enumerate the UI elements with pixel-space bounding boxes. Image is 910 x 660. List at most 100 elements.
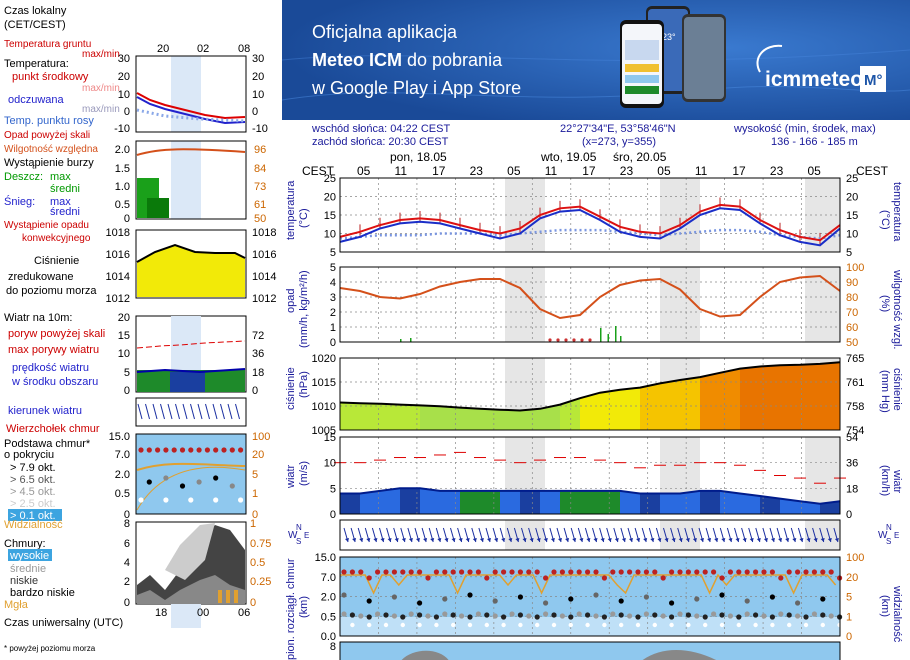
wind-arrow xyxy=(220,403,225,420)
svg-text:10: 10 xyxy=(118,348,130,360)
axis-tick: 70 xyxy=(846,307,858,319)
panel-frame xyxy=(339,641,841,660)
cloud-top-dot xyxy=(442,569,448,575)
svg-text:1016: 1016 xyxy=(252,249,276,261)
banner-svg[interactable]: Oficjalna aplikacja Meteo ICM do pobrani… xyxy=(282,0,910,120)
legend-fog-bar xyxy=(218,590,222,603)
wind-area xyxy=(620,490,640,514)
cloud-top-dot xyxy=(610,569,616,575)
svg-text:N: N xyxy=(296,523,302,532)
svg-text:S: S xyxy=(296,537,301,546)
wind-area xyxy=(780,498,800,514)
cloud-base-dot xyxy=(517,594,523,600)
pressure-area xyxy=(720,368,740,430)
cloud-top-dot xyxy=(146,447,152,453)
cloud-top-dot xyxy=(238,447,244,453)
cloud-top-dot xyxy=(811,569,818,575)
pressure-area xyxy=(480,408,500,430)
cloud-base-dot xyxy=(551,612,557,618)
hour-label: 11 xyxy=(545,164,558,178)
axis-tick: 25 xyxy=(324,173,336,185)
axis-tick: 754 xyxy=(846,425,864,437)
pressure-area xyxy=(640,383,660,430)
legend-pressure-1: Ciśnienie xyxy=(34,255,79,267)
svg-text:wiatr: wiatr xyxy=(285,464,297,489)
cloud-base-dot xyxy=(534,614,540,620)
svg-text:73: 73 xyxy=(254,181,266,193)
wind-area xyxy=(440,490,460,514)
pressure-area xyxy=(380,403,400,430)
axis-tick: 15 xyxy=(846,210,858,222)
wind-arrow-head xyxy=(359,538,364,542)
cloud-base-dot xyxy=(367,622,372,628)
cloud-top-dot xyxy=(627,569,633,575)
wind-arrow-head xyxy=(621,538,626,542)
app-banner[interactable]: Oficjalna aplikacja Meteo ICM do pobrani… xyxy=(282,0,910,120)
cloud-top-dot xyxy=(375,569,381,575)
wind-arrow-head xyxy=(458,538,463,542)
cloud-base-dot xyxy=(417,622,422,628)
banner-line-3: w Google Play i App Store xyxy=(311,78,521,98)
pressure-area xyxy=(500,409,520,430)
legend-pressure-fill xyxy=(137,245,245,297)
cloud-top-dot xyxy=(568,569,574,575)
axis-tick: 5 xyxy=(330,247,336,259)
wind-area xyxy=(660,493,680,514)
cloud-base-dot xyxy=(451,622,456,628)
cloud-cover-area xyxy=(642,650,716,660)
legend-visibility: Widzialność xyxy=(4,519,63,531)
legend-cloud-ticks: 15.0 7.0 2.0 0.5 0 xyxy=(109,431,130,521)
pressure-area xyxy=(580,392,600,430)
legend-footnote: * powyżej poziomu morza xyxy=(4,644,96,653)
legend-mid: średnie xyxy=(10,563,46,575)
wind-arrow-head xyxy=(820,538,825,542)
svg-text:0.75: 0.75 xyxy=(250,538,271,550)
axis-tick: 2.0 xyxy=(321,592,336,604)
cloud-top-dot xyxy=(179,447,186,453)
cloud-base-dot xyxy=(711,611,717,617)
cloud-top-dot xyxy=(383,569,389,575)
cloud-top-dot xyxy=(786,569,792,575)
cloud-base-dot xyxy=(685,612,691,618)
legend-cl-right-ticks: 1 0.75 0.5 0.25 0 xyxy=(250,518,271,609)
wind-arrow-head xyxy=(650,538,655,542)
cloud-base-dot xyxy=(660,613,666,619)
legend-cloud-dots xyxy=(138,447,244,503)
svg-text:1: 1 xyxy=(250,518,256,530)
axis-tick: 1020 xyxy=(312,353,336,365)
wind-arrow-head xyxy=(685,538,690,542)
legend-wind-area: w środku obszaru xyxy=(11,376,98,388)
wind-arrow-head xyxy=(558,538,562,542)
svg-text:10: 10 xyxy=(118,89,130,101)
wind-area xyxy=(720,490,740,514)
legend-conv: Wystąpienie opadu xyxy=(4,220,89,231)
wind-arrow-head xyxy=(394,538,399,542)
cloud-top-dot xyxy=(593,569,599,575)
wind-area xyxy=(360,490,380,514)
cloud-top-dot xyxy=(769,569,775,575)
legend-pressure-3: do poziomu morza xyxy=(6,285,97,297)
wind-arrow-head xyxy=(508,538,513,542)
pressure-area xyxy=(620,387,640,430)
cloud-base-dot xyxy=(568,622,573,628)
legend-tz-hour: 20 xyxy=(157,43,169,55)
wind-area xyxy=(680,490,700,514)
svg-text:20: 20 xyxy=(252,71,264,83)
legend-wind-speed: prędkość wiatru xyxy=(12,362,89,374)
axis-tick: 5 xyxy=(846,247,852,259)
cloud-base-dot xyxy=(450,612,456,618)
wind-arrow xyxy=(137,403,143,420)
cloud-base-dot xyxy=(652,612,658,618)
storm-dot xyxy=(588,338,592,342)
wind-area xyxy=(580,490,600,514)
legend-utc-hour: 00 xyxy=(197,607,209,619)
pressure-area xyxy=(680,377,700,430)
axis-tick: 20 xyxy=(846,572,858,584)
wind-arrow-head xyxy=(416,538,420,542)
cloud-base-dot xyxy=(459,613,465,619)
legend-wind-ticks: 20 15 10 5 0 72 36 18 0 xyxy=(118,312,265,397)
wind-arrow-head xyxy=(593,538,598,542)
coords: 22°27'34"E, 53°58'46"N xyxy=(560,123,676,135)
axis-tick: 8 xyxy=(330,641,336,653)
wind-arrow-head xyxy=(749,538,754,542)
